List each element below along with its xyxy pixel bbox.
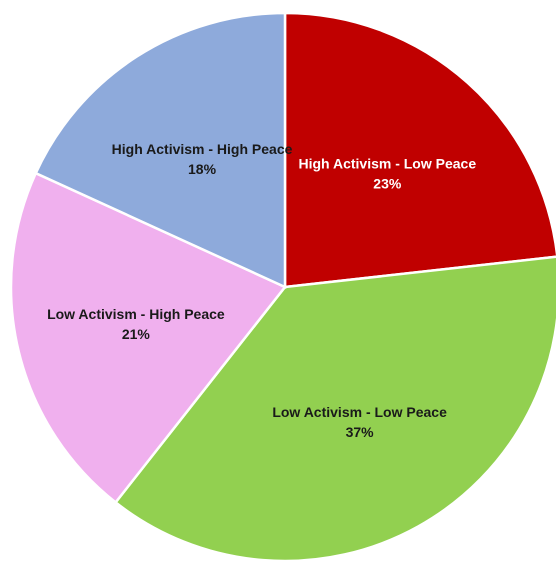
- pie-slice-percent: 37%: [346, 424, 375, 440]
- pie-slice-percent: 23%: [373, 176, 402, 192]
- pie-data-label-low-activism-low-peace: Low Activism - Low Peace 37%: [272, 404, 447, 440]
- pie-slice-label: High Activism - High Peace: [112, 141, 293, 157]
- pie-slice-high-activism-low-peace: [283, 11, 556, 289]
- pie-data-label-high-activism-high-peace: High Activism - High Peace 18%: [112, 141, 293, 177]
- pie-data-label-low-activism-high-peace: Low Activism - High Peace 21%: [47, 306, 225, 342]
- pie-slice-low-activism-high-peace: [9, 171, 287, 505]
- pie-slice-percent: 18%: [188, 161, 217, 177]
- pie-slices: [9, 11, 556, 562]
- pie-data-label-high-activism-low-peace: High Activism - Low Peace 23%: [298, 156, 476, 192]
- pie-slice-high-activism-high-peace: [34, 11, 287, 289]
- pie-slice-percent: 21%: [122, 326, 151, 342]
- pie-slice-label: High Activism - Low Peace: [298, 156, 476, 172]
- pie-slice-low-activism-low-peace: [113, 255, 556, 562]
- pie-slice-label: Low Activism - High Peace: [47, 306, 225, 322]
- pie-slice-label: Low Activism - Low Peace: [272, 404, 447, 420]
- pie-labels: High Activism - Low Peace 23% Low Activism…: [47, 141, 476, 440]
